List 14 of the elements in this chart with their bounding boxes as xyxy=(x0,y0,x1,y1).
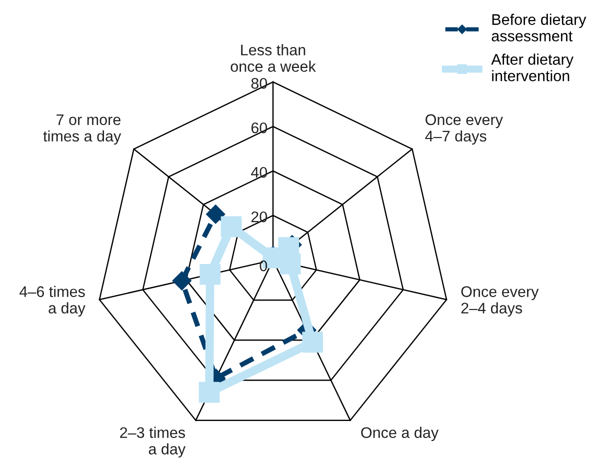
legend-label: After dietary intervention xyxy=(491,54,574,82)
spoke-label: Once every 2–4 days xyxy=(461,286,539,317)
spoke-label: Once every 4–7 days xyxy=(425,114,503,145)
spoke-label: 7 or more times a day xyxy=(43,114,122,145)
spoke-label: Once a day xyxy=(361,426,439,442)
y-tick-label: 40 xyxy=(251,166,268,178)
y-tick-label: 60 xyxy=(251,122,268,134)
spoke-label: 4–6 times a day xyxy=(20,286,86,317)
y-tick-label: 0 xyxy=(260,260,268,272)
y-tick-label: 20 xyxy=(251,211,268,222)
spoke-label: Less than once a week xyxy=(230,44,316,72)
legend-label: Before dietary assessment xyxy=(492,14,586,42)
y-tick-label: 80 xyxy=(251,78,268,89)
spoke-label: 2–3 times a day xyxy=(120,426,186,458)
